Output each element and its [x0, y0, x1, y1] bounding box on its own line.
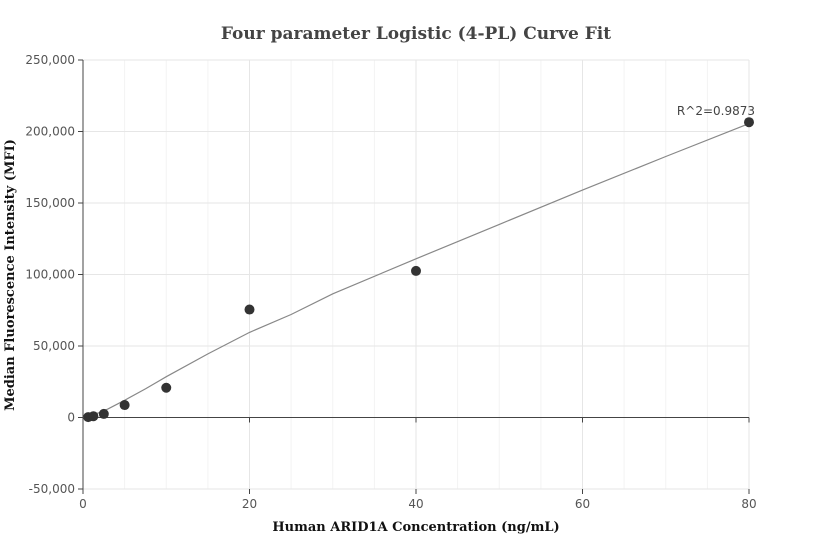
axes: [78, 59, 750, 494]
data-point: [161, 382, 172, 393]
labels: 0 20 40 60 80 -50,000 0 50,000 100,000 150,000 200…: [25, 53, 756, 511]
y-tick-label: 250,000: [25, 53, 75, 67]
x-tick-label: 60: [575, 497, 590, 511]
data-point: [411, 265, 421, 276]
y-tick-label: 0: [67, 411, 75, 425]
data-point: [244, 304, 255, 315]
y-tick-label: 200,000: [25, 125, 75, 139]
y-tick-label: -50,000: [29, 482, 75, 496]
y-tick-label: 50,000: [33, 339, 75, 353]
data-point: [744, 117, 754, 128]
data-point: [98, 408, 109, 419]
r-squared-annotation: R^2=0.9873: [677, 104, 755, 118]
data-point: [119, 400, 130, 411]
chart-title: Four parameter Logistic (4-PL) Curve Fit: [221, 24, 611, 44]
x-tick-label: 40: [408, 497, 423, 511]
x-tick-label: 20: [242, 497, 257, 511]
y-tick-label: 100,000: [25, 268, 75, 282]
x-axis-title: Human ARID1A Concentration (ng/mL): [272, 520, 559, 535]
y-tick-label: 150,000: [25, 196, 75, 210]
data-point: [88, 411, 99, 422]
x-tick-label: 0: [79, 497, 87, 511]
x-tick-label: 80: [741, 497, 756, 511]
y-axis-title: Median Fluorescence Intensity (MFI): [3, 139, 18, 411]
data-points: [83, 117, 754, 423]
